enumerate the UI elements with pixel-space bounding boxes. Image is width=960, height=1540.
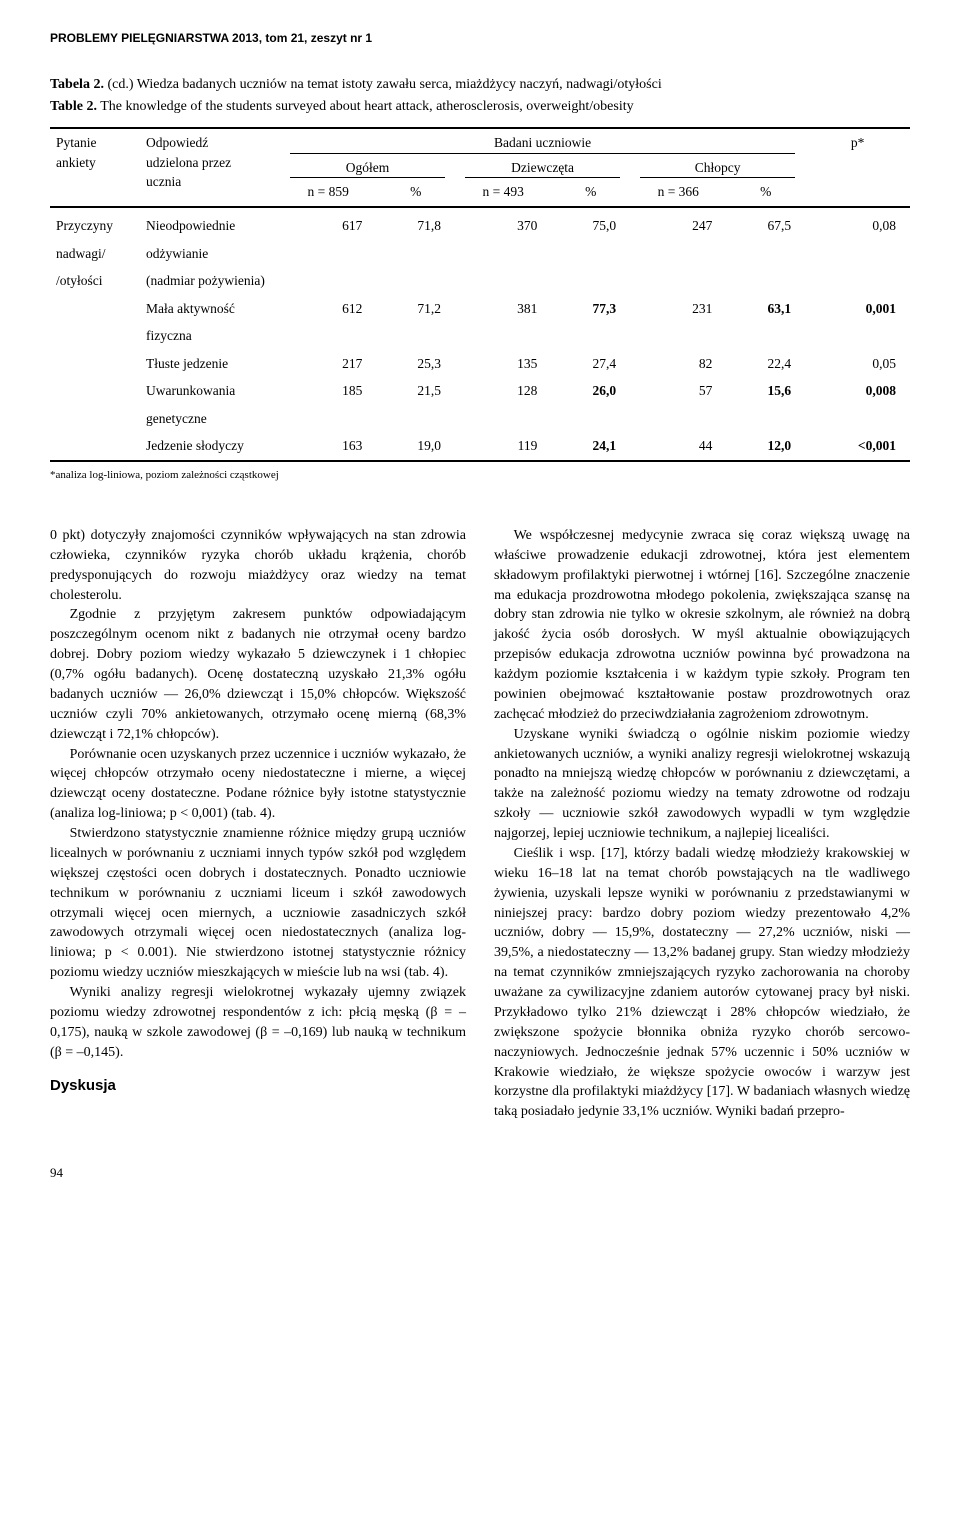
r1-v0: 617 [280, 212, 376, 240]
r1-v3: 75,0 [551, 212, 630, 240]
r1-v1: 71,8 [376, 212, 455, 240]
data-table: Pytanie ankiety Odpowiedź udzielona prze… [50, 127, 910, 462]
para-8: Cieślik i wsp. [17], którzy badali wiedz… [494, 844, 910, 1122]
r2-v0: 612 [280, 295, 376, 323]
r2-v3: 77,3 [551, 295, 630, 323]
hdr-n2: n = 493 [455, 178, 551, 207]
hdr-pct2: % [551, 178, 630, 207]
r3-v2: 135 [455, 350, 551, 378]
r1-v4: 247 [630, 212, 726, 240]
r4-v5: 15,6 [726, 377, 805, 405]
hdr-col2-c: ucznia [146, 174, 181, 189]
r1-v5: 67,5 [726, 212, 805, 240]
rowgroup-a: Przyczyny [50, 212, 140, 240]
r2-label-a: Mała aktywność [140, 295, 280, 323]
r3-v0: 217 [280, 350, 376, 378]
r3-v1: 25,3 [376, 350, 455, 378]
r5-v3: 24,1 [551, 432, 630, 461]
hdr-col2-a: Odpowiedź [146, 135, 208, 150]
hdr-n3: n = 366 [630, 178, 726, 207]
r1-label-c: (nadmiar pożywienia) [140, 267, 280, 295]
table-caption-pl-rest: (cd.) Wiedza badanych uczniów na temat i… [104, 77, 662, 92]
r2-label-b: fizyczna [140, 322, 280, 350]
table-caption-en-rest: The knowledge of the students surveyed a… [97, 99, 634, 114]
hdr-col1-b: ankiety [56, 155, 96, 170]
r5-v2: 119 [455, 432, 551, 461]
r3-v3: 27,4 [551, 350, 630, 378]
para-5: Wyniki analizy regresji wielokrotnej wyk… [50, 983, 466, 1063]
r5-v4: 44 [630, 432, 726, 461]
para-7: Uzyskane wyniki świadczą o ogólnie niski… [494, 725, 910, 844]
r5-label: Jedzenie słodyczy [140, 432, 280, 461]
r1-v6: 0,08 [805, 212, 910, 240]
body-text: 0 pkt) dotyczyły znajomości czynników wp… [50, 526, 910, 1122]
r4-v3: 26,0 [551, 377, 630, 405]
para-2: Zgodnie z przyjętym zakresem punktów odp… [50, 605, 466, 744]
r3-label: Tłuste jedzenie [140, 350, 280, 378]
para-1: 0 pkt) dotyczyły znajomości czynników wp… [50, 526, 466, 606]
r5-v5: 12,0 [726, 432, 805, 461]
r4-v2: 128 [455, 377, 551, 405]
r5-v0: 163 [280, 432, 376, 461]
r1-label-a: Nieodpowiednie [140, 212, 280, 240]
page-number: 94 [50, 1164, 910, 1183]
hdr-n1: n = 859 [280, 178, 376, 207]
r4-label-b: genetyczne [140, 405, 280, 433]
r4-v1: 21,5 [376, 377, 455, 405]
hdr-p: p* [805, 128, 910, 207]
r2-v2: 381 [455, 295, 551, 323]
hdr-pct1: % [376, 178, 455, 207]
section-heading-dyskusja: Dyskusja [50, 1075, 466, 1096]
r3-v4: 82 [630, 350, 726, 378]
rowgroup-b: nadwagi/ [50, 240, 140, 268]
r1-v2: 370 [455, 212, 551, 240]
hdr-pct3: % [726, 178, 805, 207]
r2-v1: 71,2 [376, 295, 455, 323]
para-6: We współczesnej medycynie zwraca się cor… [494, 526, 910, 725]
r2-v6: 0,001 [805, 295, 910, 323]
r1-label-b: odżywianie [140, 240, 280, 268]
r2-v4: 231 [630, 295, 726, 323]
table-footnote: *analiza log-liniowa, poziom zależności … [50, 468, 910, 484]
r5-v1: 19,0 [376, 432, 455, 461]
table-caption-en-bold: Table 2. [50, 99, 97, 114]
table-caption-pl: Tabela 2. (cd.) Wiedza badanych uczniów … [50, 75, 910, 95]
r3-v5: 22,4 [726, 350, 805, 378]
table-caption-en: Table 2. The knowledge of the students s… [50, 97, 910, 117]
r2-v5: 63,1 [726, 295, 805, 323]
r5-v6: <0,001 [805, 432, 910, 461]
hdr-sub2: Dziewczęta [511, 160, 574, 175]
table-caption-pl-bold: Tabela 2. [50, 77, 104, 92]
r4-label-a: Uwarunkowania [140, 377, 280, 405]
rowgroup-c: /otyłości [50, 267, 140, 295]
hdr-col2-b: udzielona przez [146, 155, 231, 170]
r4-v4: 57 [630, 377, 726, 405]
para-4: Stwierdzono statystycznie znamienne różn… [50, 824, 466, 983]
hdr-col1-a: Pytanie [56, 135, 97, 150]
hdr-sub3: Chłopcy [695, 160, 741, 175]
r4-v6: 0,008 [805, 377, 910, 405]
r4-v0: 185 [280, 377, 376, 405]
r3-v6: 0,05 [805, 350, 910, 378]
hdr-sub1: Ogółem [346, 160, 390, 175]
running-head: PROBLEMY PIELĘGNIARSTWA 2013, tom 21, ze… [50, 30, 910, 47]
hdr-group: Badani uczniowie [494, 135, 591, 150]
para-3: Porównanie ocen uzyskanych przez uczenni… [50, 745, 466, 825]
